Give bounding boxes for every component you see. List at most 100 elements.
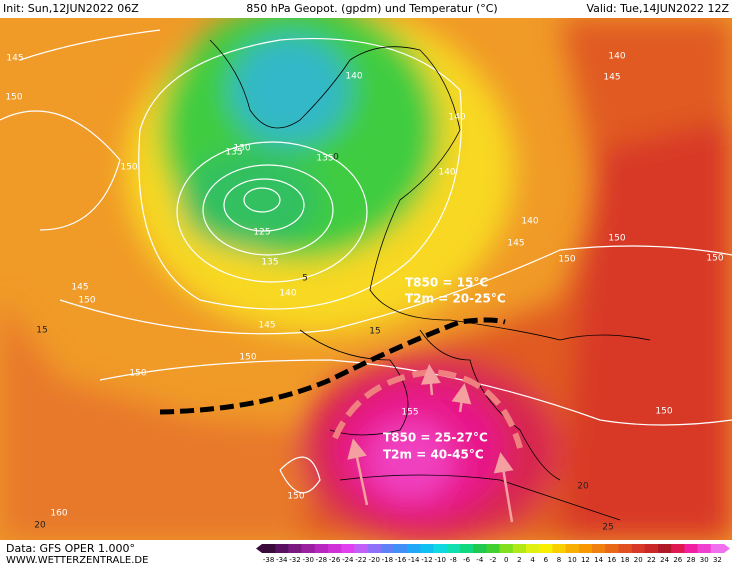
colorbar-label: -34 — [276, 556, 288, 564]
colorbar-swatch — [526, 544, 540, 553]
colorbar-label: -6 — [463, 556, 471, 564]
colorbar-label: -30 — [302, 556, 313, 564]
contour-label: 135 — [225, 148, 242, 158]
isotherm-label: 15 — [369, 327, 380, 337]
coastlines — [209, 39, 651, 521]
contour-label: 150 — [287, 492, 304, 502]
colorbar-label: 30 — [700, 556, 709, 564]
colorbar-label: -28 — [316, 556, 327, 564]
colorbar-swatch — [328, 544, 342, 553]
colorbar-swatch — [314, 544, 329, 553]
colorbar-label: -24 — [342, 556, 354, 564]
colorbar-swatch — [512, 544, 527, 553]
annotation: T850 = 15°C — [405, 276, 488, 290]
colorbar-label: -14 — [408, 556, 420, 564]
contour-label: 130 — [233, 144, 250, 154]
colorbar-label: -12 — [421, 556, 432, 564]
annotations: T850 = 15°C T2m = 20-25°C T850 = 25-27°C… — [383, 276, 506, 462]
colorbar-label: -26 — [329, 556, 341, 564]
colorbar-label: -8 — [450, 556, 457, 564]
colorbar-label: -18 — [382, 556, 393, 564]
colorbar-label: -20 — [368, 556, 379, 564]
colorbar-label: 6 — [544, 556, 549, 564]
map-title: 850 hPa Geopot. (gpdm) und Temperatur (°… — [246, 2, 497, 15]
colorbar-label: -38 — [263, 556, 274, 564]
colorbar: -38 -34 -32 -30 -28 -26 -24 -22 -20 -18 -16 -14 -12-… — [256, 544, 730, 564]
data-source: Data: GFS OPER 1.000° — [6, 542, 135, 555]
contour-label: 145 — [6, 54, 23, 64]
colorbar-swatch — [341, 544, 355, 553]
colorbar-arrow-left — [256, 544, 262, 553]
colorbar-label: 18 — [621, 556, 630, 564]
isotherm-label: 20 — [577, 482, 589, 492]
init-time: Init: Sun,12JUN2022 06Z — [3, 2, 139, 15]
colorbar-swatch — [262, 544, 276, 553]
colorbar-swatch — [684, 544, 698, 553]
colorbar-label: 28 — [687, 556, 696, 564]
colorbar-swatch — [499, 544, 514, 553]
colorbar-swatch — [460, 544, 474, 553]
annotation: T850 = 25-27°C — [383, 431, 488, 445]
temperature-field — [0, 0, 732, 545]
colorbar-swatch — [552, 544, 566, 553]
contour-label: 125 — [253, 228, 270, 238]
contour-label: 145 — [258, 321, 275, 331]
contour-label: 150 — [655, 407, 672, 417]
colorbar-label: 26 — [673, 556, 682, 564]
colorbar-swatch — [433, 544, 448, 553]
isotherm-label: 0 — [333, 153, 339, 163]
colorbar-swatch — [539, 544, 553, 553]
website: WWW.WETTERZENTRALE.DE — [6, 555, 148, 565]
colorbar-swatch — [380, 544, 395, 553]
colorbar-swatch — [697, 544, 712, 553]
colorbar-swatch — [407, 544, 421, 553]
contour-label: 150 — [239, 353, 256, 363]
colorbar-label: 8 — [557, 556, 561, 564]
geopotential-labels: 145 150 150 145 150 145 150 140 135 125 … — [5, 52, 723, 519]
colorbar-label: -22 — [355, 556, 366, 564]
annotation: T2m = 20-25°C — [405, 292, 506, 306]
colorbar-label: -2 — [490, 556, 497, 564]
colorbar-label: -4 — [476, 556, 484, 564]
contour-label: 140 — [521, 217, 538, 227]
colorbar-label: 20 — [634, 556, 643, 564]
colorbar-swatch — [578, 544, 593, 553]
contour-label: 140 — [279, 289, 296, 299]
colorbar-swatch — [473, 544, 487, 553]
colorbar-swatch — [710, 544, 725, 553]
heat-boundary — [159, 317, 506, 415]
contour-label: 140 — [448, 113, 465, 123]
colorbar-swatch — [565, 544, 580, 553]
colorbar-label: 16 — [607, 556, 616, 564]
contour-label: 150 — [706, 254, 723, 264]
colorbar-label: -32 — [289, 556, 300, 564]
colorbar-label: 4 — [530, 556, 535, 564]
colorbar-swatch — [618, 544, 632, 553]
colorbar-label: 32 — [713, 556, 722, 564]
colorbar-swatch — [631, 544, 646, 553]
colorbar-swatch — [592, 544, 606, 553]
colorbar-swatch — [658, 544, 672, 553]
temperature-labels: 15 20 25 20 5 0 15 — [34, 153, 613, 533]
contour-label: 145 — [507, 239, 524, 249]
colorbar-swatch — [367, 544, 382, 553]
isotherm-label: 5 — [302, 274, 308, 284]
colorbar-label: 10 — [568, 556, 577, 564]
isotherm-label: 20 — [34, 521, 46, 531]
colorbar-label: 14 — [594, 556, 603, 564]
colorbar-label: 0 — [504, 556, 508, 564]
contour-label: 150 — [558, 255, 575, 265]
colorbar-swatch — [275, 544, 289, 553]
contour-label: 140 — [438, 168, 455, 178]
heat-arrows — [347, 364, 514, 523]
colorbar-label: -16 — [395, 556, 407, 564]
colorbar-swatch — [288, 544, 302, 553]
contour-label: 140 — [608, 52, 625, 62]
contour-label: 150 — [129, 369, 146, 379]
contour-label: 160 — [50, 509, 67, 519]
contour-label: 150 — [5, 93, 22, 103]
contour-label: 150 — [608, 234, 625, 244]
colorbar-swatch — [301, 544, 316, 553]
contour-label: 135 — [316, 154, 333, 164]
